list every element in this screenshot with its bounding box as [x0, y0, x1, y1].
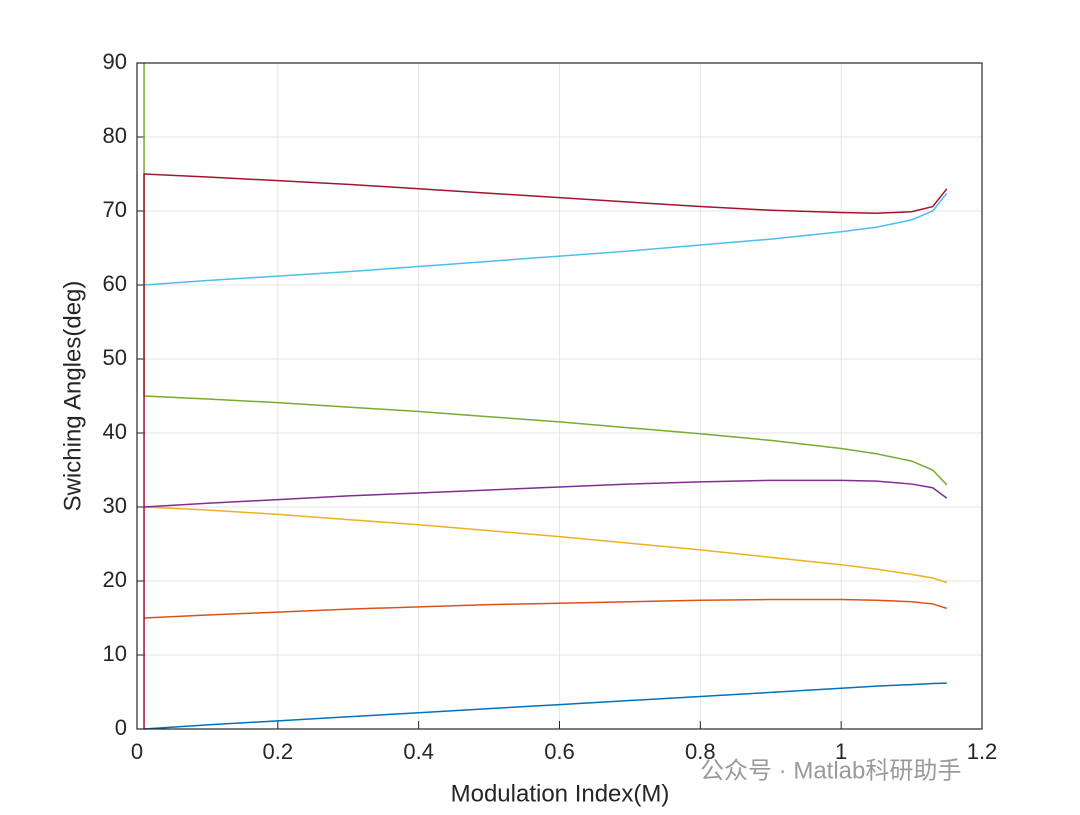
data-line [143, 173, 948, 729]
y-tick-label: 20 [103, 567, 127, 592]
x-tick-label: 1.2 [967, 739, 998, 764]
y-axis-label: Swiching Angles(deg) [59, 281, 86, 512]
y-tick-label: 70 [103, 197, 127, 222]
x-tick-label: 0.6 [544, 739, 575, 764]
x-axis-label: Modulation Index(M) [451, 780, 670, 807]
y-tick-label: 90 [103, 49, 127, 74]
y-tick-label: 80 [103, 123, 127, 148]
watermark: 公众号 · Matlab科研助手 [700, 757, 961, 784]
plot-frame [136, 62, 983, 730]
data-line [143, 192, 948, 286]
y-tick-label: 30 [103, 493, 127, 518]
y-tick-label: 0 [115, 715, 127, 740]
x-tick-label: 0 [131, 739, 143, 764]
data-line [144, 598, 948, 619]
data-line [144, 506, 948, 584]
data-line [143, 63, 948, 486]
x-tick-label: 0.2 [263, 739, 294, 764]
data-line [143, 682, 947, 730]
y-tick-label: 50 [103, 345, 127, 370]
y-tick-label: 60 [103, 271, 127, 296]
data-line [143, 479, 948, 508]
x-tick-label: 1 [835, 739, 847, 764]
y-tick-label: 10 [103, 641, 127, 666]
x-tick-label: 0.4 [403, 739, 434, 764]
x-tick-label: 0.8 [685, 739, 716, 764]
y-tick-label: 40 [103, 419, 127, 444]
